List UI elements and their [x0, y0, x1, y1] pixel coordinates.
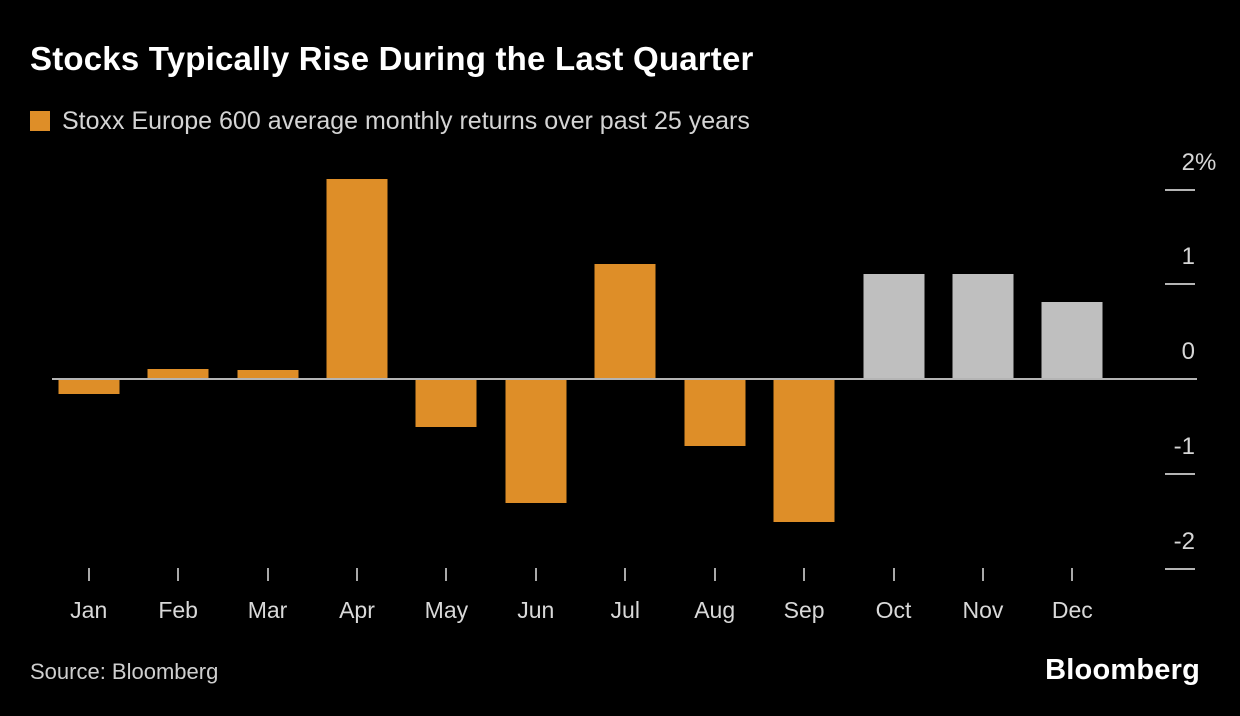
percent-suffix: %	[1195, 148, 1217, 176]
y-label-0: 0	[1181, 338, 1195, 365]
bar-mar	[237, 370, 299, 378]
x-label-feb: Feb	[158, 597, 198, 623]
x-label-nov: Nov	[962, 597, 1004, 623]
bar-apr	[326, 179, 388, 378]
bar-slot-jul	[581, 150, 670, 581]
x-label-mar: Mar	[247, 597, 288, 623]
x-label-may: May	[424, 597, 469, 623]
bar-oct	[863, 273, 924, 378]
x-tick-aug	[713, 568, 716, 581]
x-tick-nov	[981, 568, 984, 581]
chart-title: Stocks Typically Rise During the Last Qu…	[30, 40, 754, 77]
x-label-aug: Aug	[694, 597, 736, 623]
x-tick-oct	[892, 568, 895, 581]
bar-nov	[952, 273, 1014, 378]
bar-slot-jan	[44, 150, 133, 581]
y-tick--2	[1165, 567, 1195, 570]
source-label: Source: Bloomberg	[30, 659, 219, 684]
x-tick-feb	[177, 568, 180, 581]
bar-slot-jun	[491, 150, 580, 581]
x-label-jan: Jan	[70, 597, 108, 623]
bar-slot-may	[402, 150, 491, 581]
legend: Stoxx Europe 600 average monthly returns…	[30, 108, 1210, 134]
bar-slot-nov	[938, 150, 1027, 581]
bar-slot-aug	[670, 150, 759, 581]
x-label-oct: Oct	[875, 597, 912, 623]
bar-slot-mar	[223, 150, 312, 581]
bar-sep	[773, 380, 835, 523]
bars-container	[44, 150, 1117, 581]
x-tick-jul	[624, 568, 627, 581]
legend-swatch-icon	[30, 111, 50, 131]
bar-slot-apr	[312, 150, 401, 581]
x-label-jun: Jun	[517, 597, 555, 623]
y-label--2: -2	[1173, 527, 1195, 555]
x-label-sep: Sep	[783, 597, 825, 623]
footer: Source: Bloomberg Bloomberg	[0, 654, 1240, 687]
chart-plot-area: 2% 1 0 -1 -2	[0, 148, 1240, 581]
y-tick--1	[1165, 472, 1195, 475]
y-tick-2	[1165, 188, 1195, 191]
bar-jan	[58, 380, 120, 395]
x-tick-sep	[803, 568, 806, 581]
bar-slot-dec	[1028, 150, 1117, 581]
x-tick-mar	[266, 568, 269, 581]
x-tick-may	[445, 568, 448, 581]
x-label-jul: Jul	[610, 597, 640, 623]
bar-slot-oct	[849, 150, 938, 581]
bar-may	[415, 380, 477, 428]
x-label-dec: Dec	[1051, 597, 1093, 623]
x-tick-jun	[534, 568, 537, 581]
bar-slot-sep	[759, 150, 848, 581]
y-label--1: -1	[1173, 432, 1195, 460]
bar-aug	[684, 380, 746, 447]
zero-baseline	[52, 378, 1197, 380]
x-tick-dec	[1071, 568, 1074, 581]
x-axis-labels: Jan Feb Mar Apr May Jun Jul Aug Sep Oct Nov Dec	[44, 596, 1117, 624]
bloomberg-logo: Bloomberg	[1045, 654, 1200, 686]
bar-feb	[147, 368, 209, 378]
y-label-2: 2%	[1181, 148, 1217, 176]
legend-label: Stoxx Europe 600 average monthly returns…	[62, 107, 750, 135]
bar-jul	[594, 264, 656, 378]
y-tick-1	[1165, 283, 1195, 286]
x-label-apr: Apr	[339, 597, 375, 623]
bar-slot-feb	[133, 150, 222, 581]
bar-dec	[1041, 302, 1103, 378]
x-tick-jan	[87, 568, 90, 581]
y-label-1: 1	[1181, 243, 1195, 271]
bar-jun	[505, 380, 567, 504]
x-tick-apr	[355, 568, 358, 581]
